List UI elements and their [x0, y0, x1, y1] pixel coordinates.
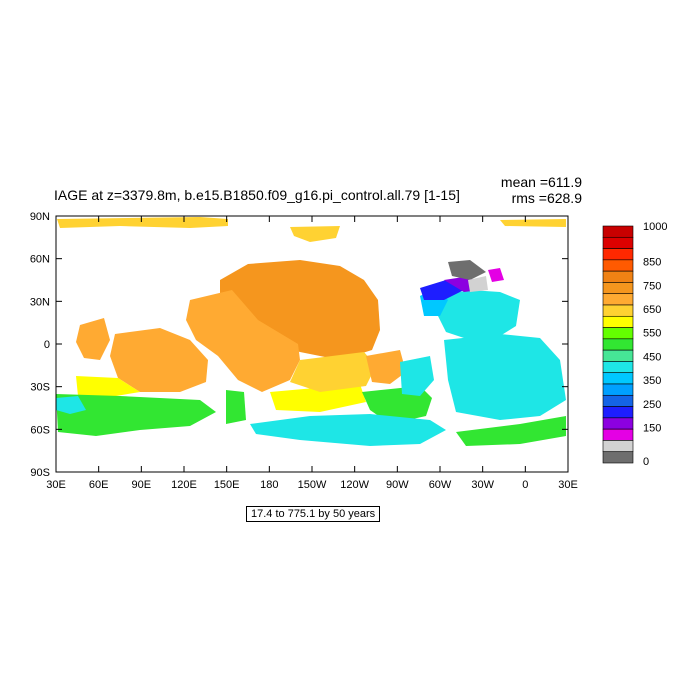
colorbar-label: 250 — [643, 399, 661, 411]
colorbar-label: 850 — [643, 257, 661, 269]
y-tick-label: 60S — [30, 424, 50, 436]
x-tick-label: 60W — [429, 479, 452, 491]
region-arctic-2 — [290, 226, 340, 242]
colorbar-label: 550 — [643, 328, 661, 340]
colorbar-label: 350 — [643, 375, 661, 387]
y-tick-label: 60N — [30, 254, 50, 266]
x-tick-label: 150W — [298, 479, 327, 491]
region-arctic — [57, 217, 228, 228]
x-tick-label: 30W — [471, 479, 494, 491]
region-east-pacific-orange — [366, 350, 406, 384]
y-tick-label: 90S — [30, 467, 50, 479]
x-tick-label: 30E — [558, 479, 578, 491]
rms-label: rms = — [511, 190, 547, 206]
colorbar-swatch — [602, 372, 634, 385]
x-axis-ticks: 30E 60E 90E 120E 150E 180 150W 120W 90W 60W 30W 0 30… — [46, 216, 578, 491]
region-southern-green-4 — [456, 416, 566, 446]
region-nordic-magenta — [488, 268, 504, 282]
colorbar-swatch — [602, 248, 634, 261]
colorbar-swatch — [602, 406, 634, 419]
region-southern-cyan-1 — [250, 414, 446, 446]
x-tick-label: 90W — [386, 479, 409, 491]
rms-value: 628.9 — [546, 190, 582, 206]
region-southern-green-2 — [226, 390, 246, 424]
colorbar-label: 650 — [643, 304, 661, 316]
region-south-pacific-orange — [290, 352, 376, 392]
ocean-fields — [56, 217, 566, 446]
colorbar-swatch — [602, 259, 634, 272]
x-tick-label: 90E — [132, 479, 152, 491]
region-west-pacific — [186, 290, 300, 392]
x-tick-label: 0 — [522, 479, 528, 491]
colorbar-swatch — [602, 428, 634, 441]
mean-value: 611.9 — [548, 174, 582, 190]
region-arctic-3 — [500, 219, 566, 227]
y-tick-label: 90N — [30, 211, 50, 223]
region-north-atlantic — [436, 290, 520, 340]
region-nordic-gray — [448, 260, 486, 280]
colorbar-label: 0 — [643, 456, 649, 468]
region-southern-green-1 — [56, 394, 216, 436]
colorbar-swatch — [602, 383, 634, 396]
colorbar-swatch — [602, 338, 634, 351]
region-south-indian-yellow — [76, 376, 140, 398]
mean-label: mean = — [500, 174, 548, 190]
region-southern-green-3 — [362, 386, 432, 424]
colorbar-swatch — [602, 304, 634, 317]
region-east-pacific-cyan — [400, 356, 434, 396]
contour-info-box: 17.4 to 775.1 by 50 years — [246, 506, 381, 522]
colorbar-label: 150 — [643, 422, 661, 434]
x-tick-label: 150E — [214, 479, 240, 491]
mean-readout: mean = 611.9 — [501, 174, 582, 190]
colorbar-swatch — [602, 282, 634, 295]
x-tick-label: 120E — [171, 479, 197, 491]
y-tick-label: 0 — [44, 339, 50, 351]
x-tick-label: 30E — [46, 479, 66, 491]
colorbar-swatch — [602, 315, 634, 328]
y-tick-label: 30S — [30, 382, 50, 394]
colorbar-swatch — [602, 361, 634, 374]
colorbar-swatch — [602, 440, 634, 453]
region-southern-cyan-2 — [56, 396, 86, 414]
colorbar-label: 450 — [643, 351, 661, 363]
colorbar-swatch — [602, 451, 634, 464]
region-arabian-sea — [76, 318, 110, 360]
x-tick-label: 60E — [89, 479, 109, 491]
colorbar-swatch — [602, 394, 634, 407]
colorbar-label: 750 — [643, 280, 661, 292]
y-axis-ticks: 90N 60N 30N 0 30S 60S 90S — [30, 211, 568, 479]
colorbar-swatch — [602, 236, 634, 249]
plot-title: IAGE at z=3379.8m, b.e15.B1850.f09_g16.p… — [54, 187, 460, 203]
colorbar-swatch — [602, 225, 634, 238]
region-south-pacific-yellow — [270, 384, 366, 412]
colorbar-swatch — [602, 417, 634, 430]
colorbar-swatch — [602, 270, 634, 283]
colorbar-swatch — [602, 349, 634, 362]
rms-readout: rms = 628.9 — [512, 190, 582, 206]
y-tick-label: 30N — [30, 296, 50, 308]
colorbar-swatch — [602, 327, 634, 340]
colorbar-label: 1000 — [643, 221, 667, 233]
x-tick-label: 180 — [260, 479, 278, 491]
colorbar-swatch — [602, 293, 634, 306]
region-south-atlantic — [444, 334, 566, 420]
colorbar: 0 150 250 350 450 550 650 750 850 1000 — [602, 221, 667, 468]
region-nordic-lightgray — [468, 276, 488, 292]
region-indian-ocean — [110, 328, 208, 392]
x-tick-label: 120W — [340, 479, 369, 491]
